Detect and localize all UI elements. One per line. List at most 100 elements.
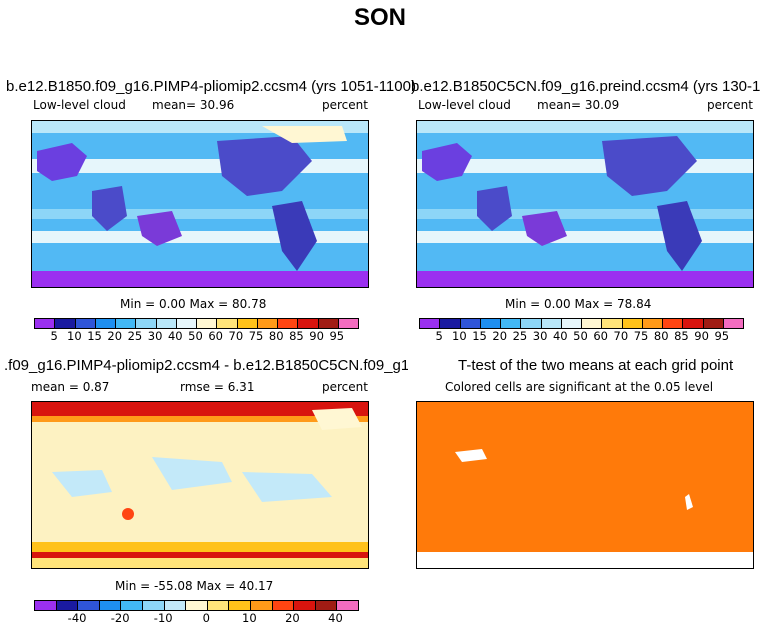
panel4-map [416, 401, 754, 569]
colorbar-tick-label: 90 [694, 329, 709, 343]
colorbar-tick-label: 0 [202, 611, 210, 625]
panel1-variable: Low-level cloud [33, 98, 126, 112]
colorbar-swatch [35, 319, 56, 328]
colorbar-swatch [217, 319, 238, 328]
colorbar-swatch [95, 319, 116, 328]
colorbar-tick-label: 80 [653, 329, 669, 343]
colorbar-swatch [35, 601, 57, 610]
colorbar-tick-label: 30 [147, 329, 163, 343]
colorbar-swatch [116, 319, 137, 328]
colorbar-swatch [55, 319, 76, 328]
panel1-colorbar [34, 318, 359, 329]
colorbar-swatch [142, 601, 165, 610]
colorbar-swatch [318, 319, 339, 328]
colorbar-swatch [136, 319, 157, 328]
colorbar-tick-label: 95 [714, 329, 730, 343]
colorbar-swatch [582, 319, 603, 328]
colorbar-tick-label: 40 [552, 329, 568, 343]
panel1-mean: mean= 30.96 [152, 98, 235, 112]
colorbar-swatch [480, 319, 501, 328]
colorbar-tick-label: 70 [228, 329, 244, 343]
colorbar-tick-label: 10 [452, 329, 467, 343]
colorbar-swatch [278, 319, 299, 328]
panel2-mean: mean= 30.09 [537, 98, 620, 112]
colorbar-swatch [294, 601, 316, 610]
colorbar-tick-label: -40 [67, 611, 87, 625]
colorbar-swatch [723, 319, 743, 328]
panel3-minmax: Min = -55.08 Max = 40.17 [115, 579, 274, 593]
colorbar-swatch [501, 319, 522, 328]
colorbar-tick-label: 85 [289, 329, 304, 343]
colorbar-tick-label: 15 [472, 329, 487, 343]
colorbar-tick-label: 60 [208, 329, 224, 343]
colorbar-tick-label: 25 [512, 329, 528, 343]
colorbar-tick-label: 15 [87, 329, 102, 343]
colorbar-tick-label: 85 [674, 329, 689, 343]
colorbar-swatch [164, 601, 187, 610]
panel4-title: T-test of the two means at each grid poi… [458, 357, 734, 374]
colorbar-tick-label: 25 [127, 329, 143, 343]
panel1-units: percent [322, 98, 368, 112]
colorbar-swatch [78, 601, 100, 610]
panel3-colorbar [34, 600, 359, 611]
colorbar-swatch [561, 319, 582, 328]
colorbar-swatch [257, 319, 278, 328]
panel3-mean: mean = 0.87 [31, 380, 110, 394]
panel2-map [416, 120, 754, 288]
colorbar-swatch [337, 601, 358, 610]
colorbar-tick-label: 5 [435, 329, 443, 343]
colorbar-tick-label: 70 [613, 329, 629, 343]
panel2-title: b.e12.B1850C5CN.f09_g16.preind.ccsm4 (yr… [411, 78, 760, 95]
colorbar-swatch [121, 601, 143, 610]
colorbar-swatch [420, 319, 441, 328]
colorbar-tick-label: 75 [248, 329, 264, 343]
colorbar-tick-label: 40 [167, 329, 183, 343]
colorbar-swatch [703, 319, 724, 328]
colorbar-swatch [541, 319, 562, 328]
colorbar-swatch [602, 319, 623, 328]
colorbar-swatch [663, 319, 684, 328]
colorbar-swatch [440, 319, 461, 328]
colorbar-tick-label: 60 [593, 329, 609, 343]
panel1-title: b.e12.B1850.f09_g16.PIMP4-pliomip2.ccsm4… [6, 78, 416, 95]
panel1-map [31, 120, 369, 288]
colorbar-tick-label: 20 [285, 611, 300, 625]
colorbar-tick-label: 20 [107, 329, 123, 343]
colorbar-tick-label: -10 [153, 611, 173, 625]
colorbar-tick-label: 95 [329, 329, 345, 343]
panel2-minmax: Min = 0.00 Max = 78.84 [505, 297, 652, 311]
colorbar-swatch [99, 601, 122, 610]
colorbar-swatch [56, 601, 79, 610]
panel3-map [31, 401, 369, 569]
panel2-colorbar [419, 318, 744, 329]
colorbar-swatch [272, 601, 295, 610]
colorbar-swatch [186, 601, 208, 610]
colorbar-tick-label: 50 [573, 329, 588, 343]
colorbar-swatch [75, 319, 96, 328]
colorbar-swatch [207, 601, 230, 610]
colorbar-swatch [237, 319, 258, 328]
colorbar-tick-label: 80 [268, 329, 284, 343]
colorbar-tick-label: 30 [532, 329, 548, 343]
colorbar-swatch [229, 601, 251, 610]
colorbar-swatch [622, 319, 643, 328]
panel2-units: percent [707, 98, 753, 112]
panel4-subtitle: Colored cells are significant at the 0.0… [445, 380, 714, 394]
colorbar-tick-label: 75 [633, 329, 649, 343]
colorbar-swatch [642, 319, 663, 328]
panel3-rmse: rmse = 6.31 [180, 380, 255, 394]
colorbar-swatch [338, 319, 358, 328]
colorbar-swatch [176, 319, 197, 328]
panel2-variable: Low-level cloud [418, 98, 511, 112]
colorbar-tick-label: 10 [242, 611, 257, 625]
colorbar-tick-label: 10 [67, 329, 82, 343]
panel3-units: percent [322, 380, 368, 394]
colorbar-tick-label: 40 [328, 611, 343, 625]
colorbar-swatch [460, 319, 481, 328]
colorbar-tick-label: 90 [309, 329, 324, 343]
colorbar-swatch [521, 319, 542, 328]
colorbar-tick-label: 20 [492, 329, 508, 343]
panel1-minmax: Min = 0.00 Max = 80.78 [120, 297, 267, 311]
colorbar-swatch [250, 601, 273, 610]
colorbar-tick-label: 5 [50, 329, 58, 343]
